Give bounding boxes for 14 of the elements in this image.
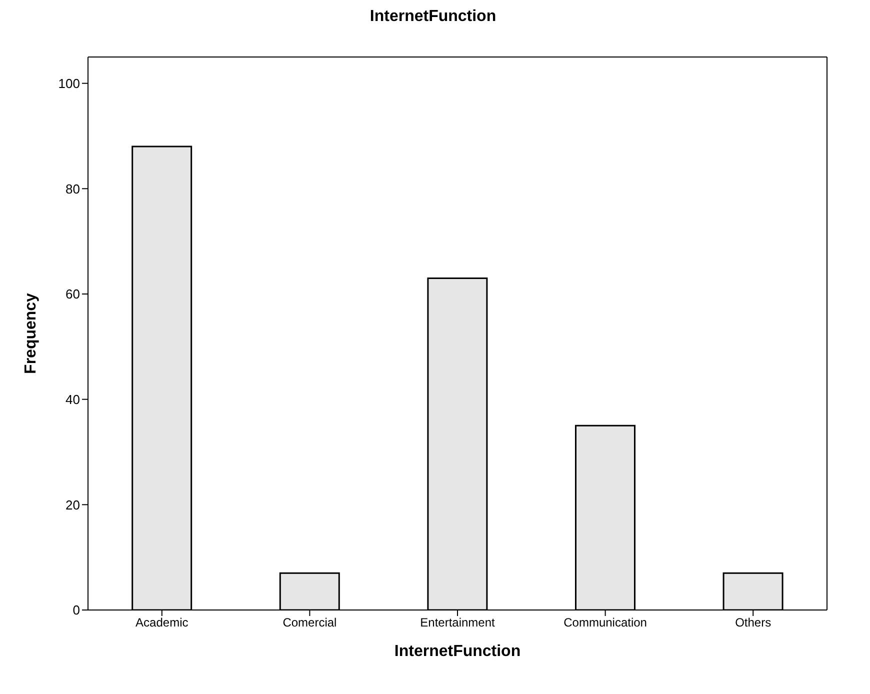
y-tick-label: 20 <box>66 497 80 512</box>
y-axis-title: Frequency <box>22 292 40 374</box>
x-tick-label: Comercial <box>282 616 337 630</box>
chart-title: InternetFunction <box>368 8 498 27</box>
y-tick-label: 40 <box>66 392 80 407</box>
y-tick-label: 80 <box>66 181 80 196</box>
x-axis-title: InternetFunction <box>394 643 521 660</box>
x-tick-label: Communication <box>564 616 647 630</box>
x-tick-label: Academic <box>136 616 188 630</box>
y-tick-label: 100 <box>58 76 80 91</box>
y-tick-label: 0 <box>72 602 80 618</box>
x-tick-label: Others <box>735 616 772 630</box>
x-tick-label: Entertainment <box>420 616 496 630</box>
y-tick-label: 60 <box>66 286 80 302</box>
